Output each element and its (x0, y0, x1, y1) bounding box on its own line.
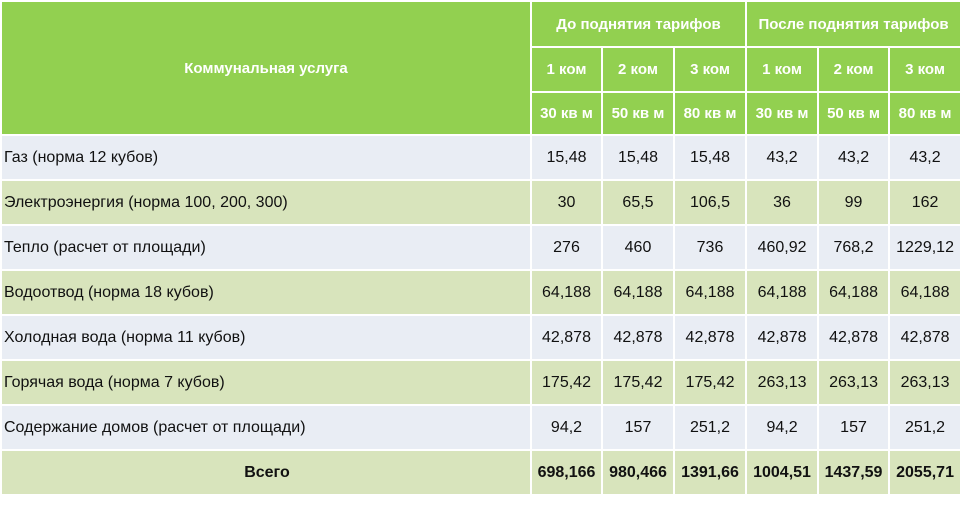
cell-value: 64,188 (745, 269, 820, 316)
row-label: Газ (норма 12 кубов) (0, 134, 532, 181)
cell-value: 157 (817, 404, 891, 451)
cell-value: 42,878 (745, 314, 820, 361)
cell-value: 64,188 (672, 269, 748, 316)
cell-value: 162 (888, 179, 960, 226)
table-row: Водоотвод (норма 18 кубов) 64,188 64,188 64… (0, 269, 960, 316)
rooms-header: 1 ком (530, 46, 603, 93)
cell-value: 106,5 (672, 179, 748, 226)
cell-value: 65,5 (601, 179, 675, 226)
row-label: Тепло (расчет от площади) (0, 224, 532, 271)
cell-value: 15,48 (530, 134, 603, 181)
area-header: 80 кв м (672, 91, 748, 136)
total-label: Всего (0, 449, 532, 496)
row-label: Водоотвод (норма 18 кубов) (0, 269, 532, 316)
cell-value: 30 (530, 179, 603, 226)
cell-value: 43,2 (817, 134, 891, 181)
cell-value: 263,13 (745, 359, 820, 406)
cell-value: 43,2 (888, 134, 960, 181)
cell-value: 64,188 (888, 269, 960, 316)
before-header: До поднятия тарифов (529, 0, 748, 48)
cell-value: 94,2 (745, 404, 820, 451)
cell-value: 99 (817, 179, 891, 226)
rooms-header: 2 ком (601, 46, 675, 93)
total-row: Всего 698,166 980,466 1391,66 1004,51 1437,59… (0, 449, 960, 496)
area-header: 30 кв м (530, 91, 603, 136)
cell-value: 15,48 (601, 134, 675, 181)
table-row: Содержание домов (расчет от площади) 94,2… (0, 404, 960, 451)
total-value: 1004,51 (745, 449, 820, 496)
cell-value: 157 (601, 404, 675, 451)
cell-value: 42,878 (888, 314, 960, 361)
area-header: 50 кв м (817, 91, 891, 136)
after-header: После поднятия тарифов (745, 0, 960, 48)
table-row: Газ (норма 12 кубов) 15,48 15,48 15,48 43,2 4… (0, 134, 960, 181)
cell-value: 64,188 (601, 269, 675, 316)
total-value: 1391,66 (672, 449, 748, 496)
tariff-table: Коммунальная услуга До поднятия тарифов … (0, 0, 960, 496)
cell-value: 43,2 (745, 134, 820, 181)
cell-value: 42,878 (601, 314, 675, 361)
cell-value: 175,42 (672, 359, 748, 406)
total-value: 2055,71 (888, 449, 960, 496)
row-label: Холодная вода (норма 11 кубов) (0, 314, 532, 361)
rooms-header: 2 ком (817, 46, 891, 93)
service-header: Коммунальная услуга (0, 0, 532, 136)
cell-value: 42,878 (817, 314, 891, 361)
total-value: 698,166 (530, 449, 603, 496)
cell-value: 15,48 (672, 134, 748, 181)
rooms-header: 1 ком (745, 46, 820, 93)
cell-value: 42,878 (530, 314, 603, 361)
table-row: Горячая вода (норма 7 кубов) 175,42 175,42… (0, 359, 960, 406)
cell-value: 768,2 (817, 224, 891, 271)
table-row: Холодная вода (норма 11 кубов) 42,878 42,8… (0, 314, 960, 361)
area-header: 80 кв м (888, 91, 960, 136)
cell-value: 263,13 (888, 359, 960, 406)
area-header: 30 кв м (745, 91, 820, 136)
rooms-header: 3 ком (888, 46, 960, 93)
total-value: 1437,59 (817, 449, 891, 496)
cell-value: 36 (745, 179, 820, 226)
cell-value: 276 (530, 224, 603, 271)
cell-value: 736 (672, 224, 748, 271)
cell-value: 64,188 (817, 269, 891, 316)
cell-value: 251,2 (672, 404, 748, 451)
cell-value: 460,92 (745, 224, 820, 271)
table-row: Тепло (расчет от площади) 276 460 736 460,92… (0, 224, 960, 271)
area-header: 50 кв м (601, 91, 675, 136)
cell-value: 251,2 (888, 404, 960, 451)
row-label: Электроэнергия (норма 100, 200, 300) (0, 179, 532, 226)
row-label: Горячая вода (норма 7 кубов) (0, 359, 532, 406)
cell-value: 460 (601, 224, 675, 271)
cell-value: 42,878 (672, 314, 748, 361)
cell-value: 1229,12 (888, 224, 960, 271)
cell-value: 175,42 (601, 359, 675, 406)
cell-value: 64,188 (530, 269, 603, 316)
cell-value: 94,2 (530, 404, 603, 451)
cell-value: 263,13 (817, 359, 891, 406)
total-value: 980,466 (601, 449, 675, 496)
table-row: Электроэнергия (норма 100, 200, 300) 30 65… (0, 179, 960, 226)
row-label: Содержание домов (расчет от площади) (0, 404, 532, 451)
rooms-header: 3 ком (672, 46, 748, 93)
cell-value: 175,42 (530, 359, 603, 406)
